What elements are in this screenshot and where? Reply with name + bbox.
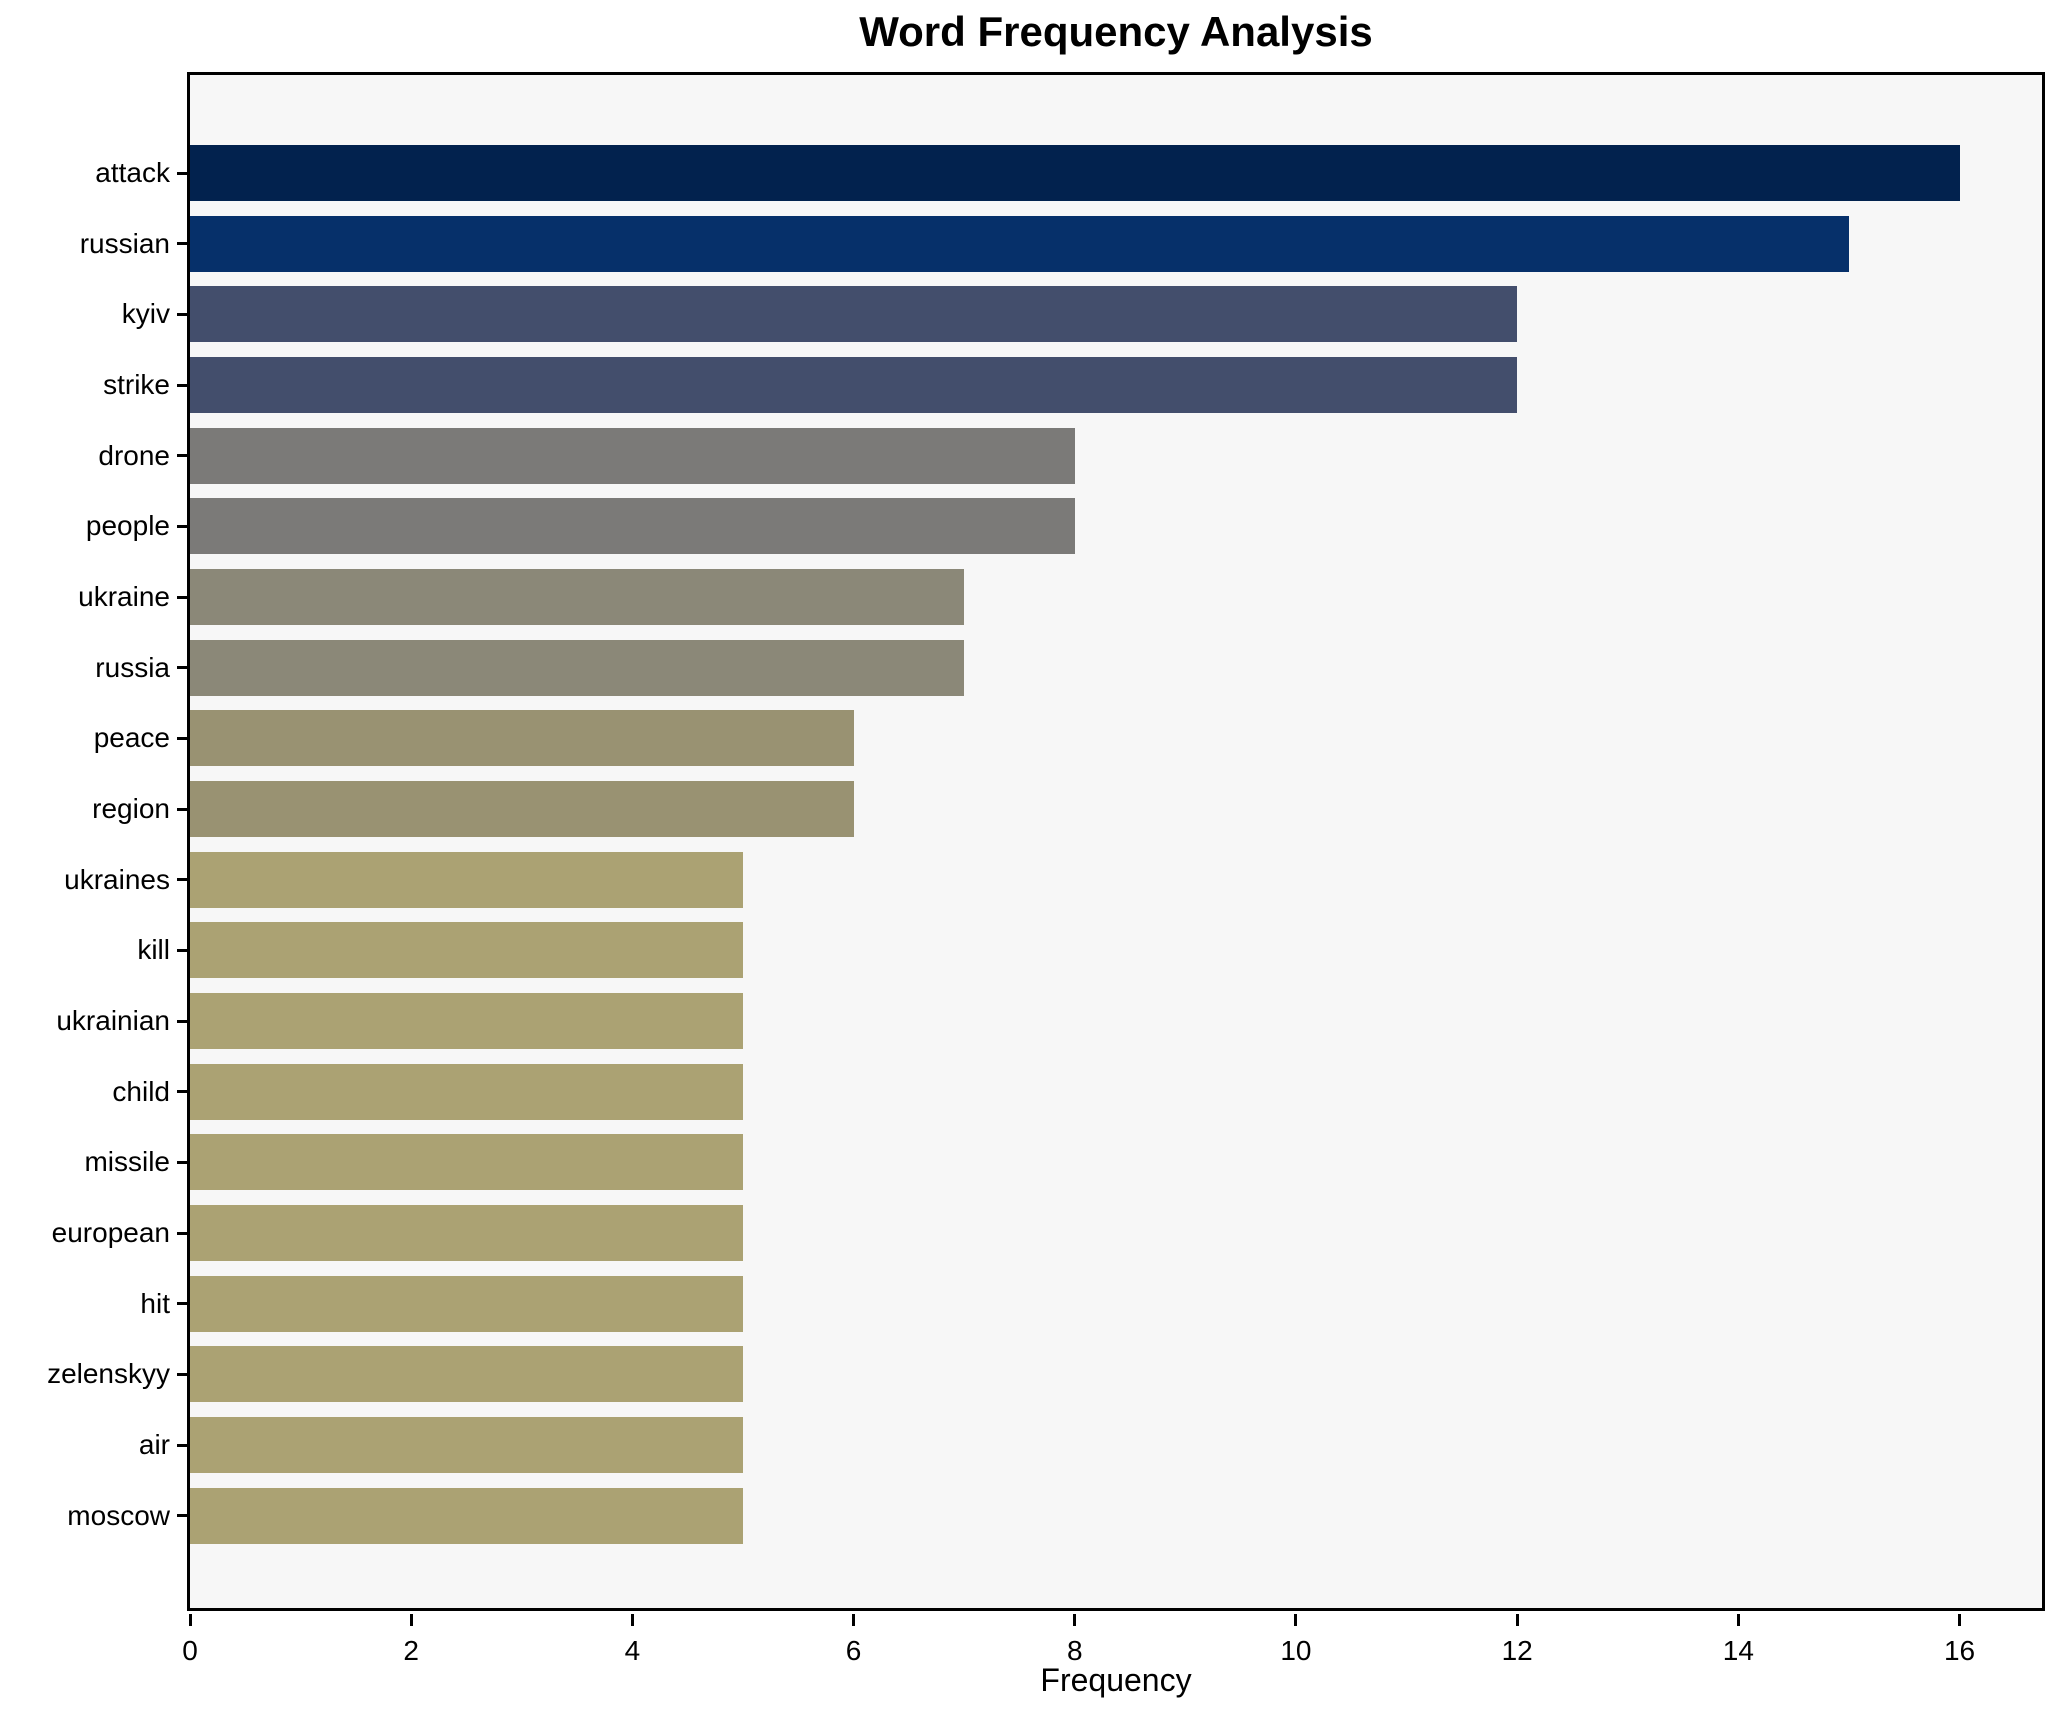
y-tick-mark <box>177 171 187 175</box>
y-tick-label-child: child <box>112 1075 170 1107</box>
x-tick-mark <box>188 1614 192 1626</box>
x-tick-mark <box>630 1614 634 1626</box>
y-tick-mark <box>177 1372 187 1376</box>
bar-people <box>190 498 1075 555</box>
y-tick-mark <box>177 312 187 316</box>
y-tick-mark <box>177 454 187 458</box>
y-tick-mark <box>177 524 187 528</box>
y-tick-label-strike: strike <box>103 369 170 400</box>
y-tick-mark <box>177 595 187 599</box>
x-tick-label-6: 6 <box>845 1635 862 1666</box>
bar-attack <box>190 145 1960 201</box>
x-tick-label-2: 2 <box>403 1635 419 1666</box>
y-tick-label-ukraine: ukraine <box>78 581 170 613</box>
bar-region <box>190 781 854 838</box>
y-tick-label-people: people <box>85 510 170 542</box>
bar-air <box>190 1417 743 1474</box>
y-tick-mark <box>177 1019 187 1023</box>
bar-russian <box>190 215 1849 272</box>
bar-kyiv <box>190 286 1518 343</box>
bar-ukrainian <box>190 993 743 1050</box>
y-tick-label-missile: missile <box>84 1146 170 1178</box>
y-tick-label-peace: peace <box>93 722 170 754</box>
x-tick-mark <box>1515 1614 1519 1626</box>
y-tick-label-moscow: moscow <box>67 1499 170 1531</box>
x-tick-mark <box>1958 1614 1962 1626</box>
x-tick-mark <box>1073 1614 1077 1626</box>
x-tick-mark <box>1736 1614 1740 1626</box>
bar-european <box>190 1205 743 1262</box>
bar-kill <box>190 922 743 979</box>
y-tick-label-ukraines: ukraines <box>64 863 170 895</box>
y-tick-label-region: region <box>92 793 170 825</box>
bar-hit <box>190 1275 743 1332</box>
bar-moscow <box>190 1487 743 1544</box>
x-tick-mark <box>852 1614 856 1626</box>
y-tick-mark <box>177 807 187 811</box>
bar-peace <box>190 710 854 767</box>
bar-ukraines <box>190 851 743 908</box>
y-tick-label-hit: hit <box>140 1287 170 1319</box>
y-tick-label-european: european <box>51 1217 170 1249</box>
x-axis-label: Frequency <box>1040 1662 1192 1698</box>
y-tick-label-drone: drone <box>98 439 170 471</box>
x-tick-label-12: 12 <box>1501 1635 1533 1666</box>
y-tick-mark <box>177 1302 187 1306</box>
y-tick-mark <box>177 383 187 387</box>
chart-title: Word Frequency Analysis <box>859 8 1373 55</box>
x-tick-label-14: 14 <box>1722 1635 1754 1666</box>
x-tick-label-0: 0 <box>182 1635 198 1666</box>
bar-zelenskyy <box>190 1346 743 1403</box>
bar-child <box>190 1063 743 1120</box>
bar-strike <box>190 357 1518 413</box>
y-tick-mark <box>177 666 187 670</box>
x-tick-label-16: 16 <box>1943 1635 1976 1666</box>
y-tick-label-kyiv: kyiv <box>121 298 170 330</box>
y-tick-mark <box>177 1160 187 1164</box>
x-tick-mark <box>409 1614 413 1626</box>
plot-area: attack russian kyiv strike drone people ukrain… <box>47 72 2045 1666</box>
y-tick-mark <box>177 878 187 882</box>
y-tick-label-kill: kill <box>137 934 170 966</box>
y-tick-mark <box>177 948 187 952</box>
bar-ukraine <box>190 569 965 626</box>
x-tick-label-10: 10 <box>1280 1635 1312 1666</box>
y-tick-mark <box>177 1514 187 1518</box>
x-tick-label-4: 4 <box>624 1635 641 1666</box>
y-tick-mark <box>177 242 187 246</box>
bar-missile <box>190 1134 743 1191</box>
x-tick-label-8: 8 <box>1066 1635 1083 1666</box>
bar-russia <box>190 639 965 696</box>
bar-drone <box>190 427 1075 484</box>
y-tick-mark <box>177 1443 187 1447</box>
x-tick-mark <box>1294 1614 1298 1626</box>
y-tick-label-attack: attack <box>95 157 170 188</box>
y-tick-mark <box>177 736 187 740</box>
y-tick-label-russia: russia <box>95 651 170 683</box>
y-tick-mark <box>177 1231 187 1235</box>
y-tick-label-zelenskyy: zelenskyy <box>47 1358 170 1390</box>
y-tick-mark <box>177 1090 187 1094</box>
y-tick-label-ukrainian: ukrainian <box>56 1005 170 1037</box>
y-tick-label-air: air <box>138 1429 170 1461</box>
y-tick-label-russian: russian <box>79 227 170 259</box>
